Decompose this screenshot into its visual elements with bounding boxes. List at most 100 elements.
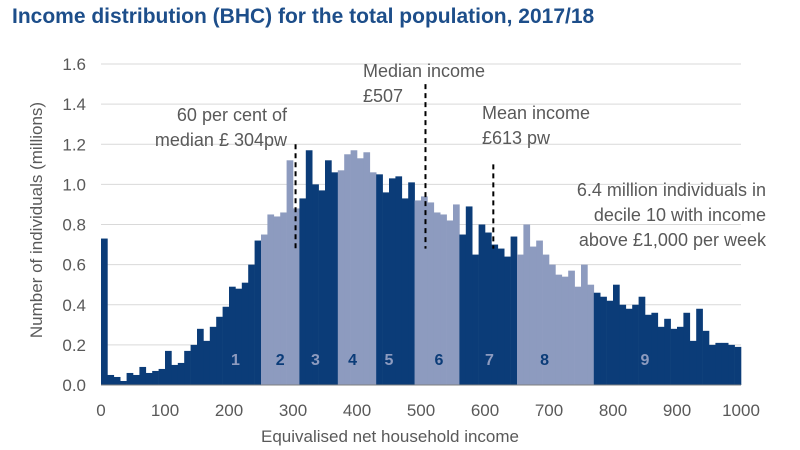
histogram-bar xyxy=(632,304,639,385)
chart-title: Income distribution (BHC) for the total … xyxy=(12,5,595,28)
median-annotation: Median income £507 xyxy=(363,61,485,106)
histogram-bar xyxy=(197,328,204,385)
x-tick-label: 400 xyxy=(343,401,371,420)
histogram-bar xyxy=(337,170,345,385)
histogram-bar xyxy=(382,192,390,385)
histogram-bar xyxy=(433,212,441,385)
decile-label: 1 xyxy=(231,352,240,369)
histogram-bar xyxy=(581,264,588,385)
histogram-bar xyxy=(613,284,620,385)
histogram-bar xyxy=(510,236,518,385)
x-tick-label: 300 xyxy=(279,401,307,420)
x-tick-label: 700 xyxy=(535,401,563,420)
x-axis-title: Equivalised net household income xyxy=(261,427,519,446)
annotations: 60 per cent of median £ 304pw Median incom… xyxy=(155,61,767,250)
histogram-bar xyxy=(536,240,543,385)
histogram-bar xyxy=(248,264,255,385)
histogram-bar xyxy=(145,372,153,385)
decile10-annotation: 6.4 million individuals in decile 10 with… xyxy=(577,180,767,250)
histogram-bar xyxy=(331,172,339,385)
histogram-bar xyxy=(485,232,492,385)
histogram-bar xyxy=(408,182,415,385)
y-tick-label: 0.8 xyxy=(62,216,86,235)
histogram-bar xyxy=(254,240,262,385)
mean-annotation-line: £613 pw xyxy=(482,128,551,148)
histogram-bar xyxy=(657,326,665,385)
y-tick-label: 0.6 xyxy=(62,256,86,275)
histogram-bar xyxy=(120,380,127,385)
histogram-bar xyxy=(286,160,294,385)
x-tick-label: 900 xyxy=(663,401,691,420)
mean-annotation-line: Mean income xyxy=(482,103,590,123)
histogram-bar xyxy=(638,296,646,385)
histogram-bar xyxy=(312,184,319,385)
x-tick-label: 800 xyxy=(599,401,627,420)
histogram-bar xyxy=(440,214,447,385)
histogram-bar xyxy=(273,216,281,385)
y-tick-label: 0.2 xyxy=(62,336,86,355)
histogram-bar xyxy=(235,288,243,385)
histogram-bar xyxy=(293,208,300,385)
histogram-bar xyxy=(299,198,307,385)
poverty-annotation: 60 per cent of median £ 304pw xyxy=(155,105,288,150)
histogram-bar xyxy=(216,316,223,385)
histogram-bar xyxy=(683,312,691,385)
histogram-bar xyxy=(472,254,479,385)
histogram-bar xyxy=(344,154,351,385)
histogram-bar xyxy=(184,350,191,385)
histogram-bar xyxy=(568,270,575,385)
histogram-bar xyxy=(101,238,108,385)
histogram-bar xyxy=(363,152,371,385)
decile-label: 3 xyxy=(311,352,320,369)
y-tick-label: 0.4 xyxy=(62,296,86,315)
histogram-bar xyxy=(395,176,403,385)
histogram-bar xyxy=(517,254,524,385)
histogram-bar xyxy=(113,376,121,385)
y-tick-label: 1.4 xyxy=(62,95,86,114)
histogram-bar xyxy=(350,150,358,385)
histogram-bar xyxy=(478,224,486,385)
histogram-bar xyxy=(664,318,671,385)
histogram-bar xyxy=(158,368,166,385)
decile-label: 7 xyxy=(485,352,494,369)
histogram-bar xyxy=(715,342,723,385)
histogram-bar xyxy=(593,292,601,385)
histogram-bar xyxy=(549,264,556,385)
histogram-bar xyxy=(491,244,499,385)
histogram-bar xyxy=(325,160,332,385)
histogram-bar xyxy=(222,306,230,385)
histogram-bar xyxy=(670,328,678,385)
histogram-bar xyxy=(152,370,159,385)
histogram-bar xyxy=(318,190,326,385)
histogram-bar xyxy=(625,308,633,385)
histogram-bar xyxy=(542,254,550,385)
decile-label: 6 xyxy=(434,352,443,369)
decile-label: 5 xyxy=(385,352,394,369)
histogram-bar xyxy=(357,158,364,385)
histogram-bar xyxy=(677,326,684,385)
histogram-bar xyxy=(177,362,185,385)
histogram-bar xyxy=(606,300,614,385)
x-axis: 0 100 200 300 400 500 600 700 800 900 1000 xyxy=(96,384,760,420)
decile-labels: 1 2 3 4 5 6 7 8 9 xyxy=(231,352,650,369)
histogram-bar xyxy=(107,374,115,385)
histogram-bar xyxy=(401,198,409,385)
histogram-bar xyxy=(126,372,134,385)
y-tick-label: 1.2 xyxy=(62,135,86,154)
y-tick-label: 1.6 xyxy=(62,55,86,74)
histogram-bar xyxy=(561,276,569,385)
histogram-bar xyxy=(728,344,735,385)
x-tick-label: 600 xyxy=(471,401,499,420)
histogram-bar xyxy=(555,274,563,385)
histogram-bar xyxy=(261,234,268,385)
histogram-bar xyxy=(497,248,505,385)
histogram-bars xyxy=(101,150,742,385)
x-tick-label: 500 xyxy=(407,401,435,420)
decile-label: 2 xyxy=(276,352,285,369)
histogram-bar xyxy=(504,256,511,385)
histogram-bar xyxy=(446,220,454,385)
decile10-annotation-line: 6.4 million individuals in xyxy=(577,180,766,200)
histogram-bar xyxy=(651,312,659,385)
histogram-bar xyxy=(689,340,697,385)
